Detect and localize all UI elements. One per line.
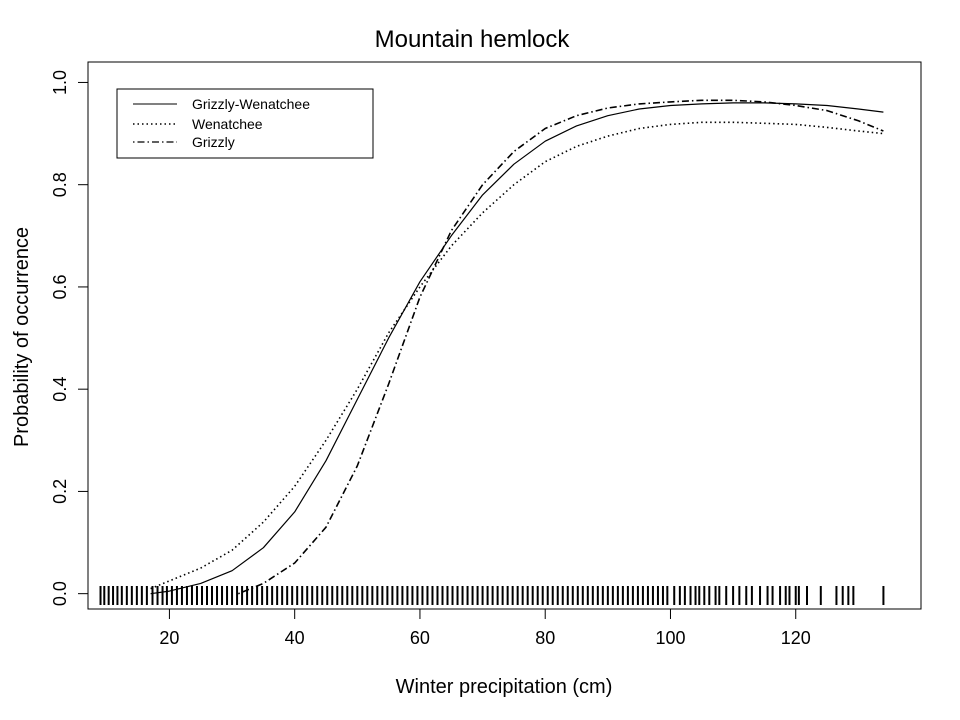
legend-label-grizzly-wenatchee: Grizzly-Wenatchee (192, 96, 310, 112)
y-tick-label: 1.0 (50, 70, 70, 95)
y-tick-label: 0.0 (50, 581, 70, 606)
x-axis-label: Winter precipitation (cm) (396, 676, 613, 698)
x-tick-label: 100 (655, 628, 685, 648)
y-tick-label: 0.8 (50, 172, 70, 197)
x-tick-label: 20 (159, 628, 179, 648)
series-line-grizzly (237, 99, 884, 595)
legend-label-grizzly: Grizzly (192, 134, 235, 150)
x-tick-label: 80 (535, 628, 555, 648)
y-axis-label: Probability of occurrence (11, 227, 33, 447)
series-layer (150, 99, 884, 595)
x-tick-label: 60 (410, 628, 430, 648)
y-tick-label: 0.4 (50, 377, 70, 402)
y-axis: 0.0 0.2 0.4 0.6 0.8 1.0 (50, 70, 89, 606)
x-tick-label: 120 (781, 628, 811, 648)
series-line-wenatchee (150, 121, 884, 590)
legend-label-wenatchee: Wenatchee (192, 116, 263, 132)
series-line-grizzly-wenatchee (150, 102, 884, 595)
x-tick-label: 40 (285, 628, 305, 648)
legend: Grizzly-Wenatchee Wenatchee Grizzly (116, 88, 374, 159)
rug-layer (99, 586, 885, 605)
y-tick-label: 0.2 (50, 479, 70, 504)
chart-title: Mountain hemlock (375, 26, 571, 53)
legend-box (116, 88, 374, 159)
x-axis: 20 40 60 80 100 120 (159, 608, 811, 648)
y-tick-label: 0.6 (50, 274, 70, 299)
